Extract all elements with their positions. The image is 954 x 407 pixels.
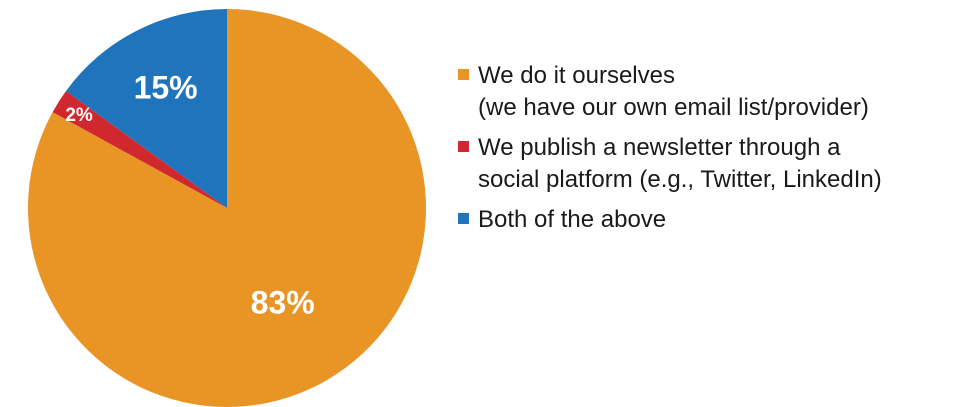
pie-slice-both: [66, 9, 227, 208]
legend-label: We publish a newsletter through a social…: [478, 134, 882, 193]
pie-slices: [27, 9, 426, 407]
slice-label-social-platform: 2%: [65, 105, 93, 126]
pie-slice-social-platform: [52, 91, 227, 208]
legend: We do it ourselves (we have our own emai…: [458, 60, 938, 244]
pie-labels: 83% 2% 15%: [65, 70, 314, 321]
legend-swatch-orange: [458, 69, 469, 80]
legend-label: We do it ourselves (we have our own emai…: [478, 62, 869, 121]
pie-slice-diy: [27, 9, 426, 407]
legend-item-diy: We do it ourselves (we have our own emai…: [458, 60, 938, 124]
legend-swatch-blue: [458, 213, 469, 224]
slice-label-diy: 83%: [251, 284, 315, 320]
legend-label: Both of the above: [478, 206, 667, 233]
legend-item-social-platform: We publish a newsletter through a social…: [458, 132, 938, 196]
slice-label-both: 15%: [134, 70, 198, 106]
legend-item-both: Both of the above: [458, 204, 938, 236]
legend-swatch-red: [458, 141, 469, 152]
